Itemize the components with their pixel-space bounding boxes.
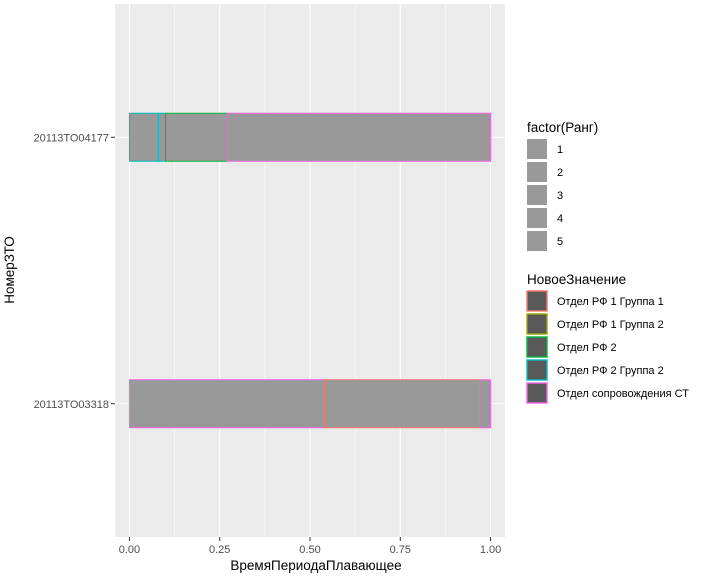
legend-label: 2: [557, 167, 563, 179]
x-axis: 0.00 0.25 0.50 0.75 1.00: [119, 537, 501, 556]
legend-key: [527, 162, 547, 182]
legend-key: [527, 185, 547, 205]
legend-label: 3: [557, 190, 563, 202]
legend: factor(Ранг) 1 2 3 4 5 НовоеЗначение Отдел РФ 1…: [526, 120, 689, 404]
bar-segment: [128, 379, 325, 429]
y-tick-label: 20113TO04177: [34, 132, 109, 144]
legend-key: [526, 359, 548, 381]
legend-key: [526, 336, 548, 358]
bar-segment: [323, 379, 481, 429]
x-tick-label: 0.75: [390, 544, 411, 556]
x-axis-title: ВремяПериодаПлавающее: [230, 558, 401, 573]
bar-segment: [226, 112, 492, 162]
bar-segment: [157, 112, 167, 162]
legend-label: 5: [557, 236, 563, 248]
x-tick-label: 0.50: [299, 544, 320, 556]
legend-label: Отдел РФ 1 Группа 2: [557, 319, 664, 331]
bar-segment: [128, 112, 159, 162]
legend-title: factor(Ранг): [527, 120, 598, 135]
y-axis: 20113TO04177 20113TO03318: [34, 132, 115, 411]
legend-key: [527, 139, 547, 159]
legend-label: Отдел РФ 1 Группа 1: [557, 296, 664, 308]
x-tick-label: 0.25: [209, 544, 230, 556]
legend-key: [526, 313, 548, 335]
legend-label: Отдел РФ 2 Группа 2: [557, 365, 664, 377]
legend-label: Отдел РФ 2: [557, 342, 617, 354]
legend-key: [527, 208, 547, 228]
bar-segments: [128, 112, 492, 429]
x-tick-label: 0.00: [119, 544, 140, 556]
bar-segment: [165, 112, 228, 162]
y-axis-title: НомерЗТО: [2, 236, 17, 304]
legend-title: НовоеЗначение: [527, 272, 626, 287]
y-tick-label: 20113TO03318: [34, 399, 109, 411]
legend-key: [527, 231, 547, 251]
x-tick-label: 1.00: [480, 544, 501, 556]
legend-label: 1: [557, 144, 563, 156]
legend-label: 4: [557, 213, 563, 225]
bar-segment: [479, 379, 492, 429]
legend-key: [526, 382, 548, 404]
legend-label: Отдел сопровождения СТ: [557, 388, 689, 400]
legend-key: [526, 290, 548, 312]
